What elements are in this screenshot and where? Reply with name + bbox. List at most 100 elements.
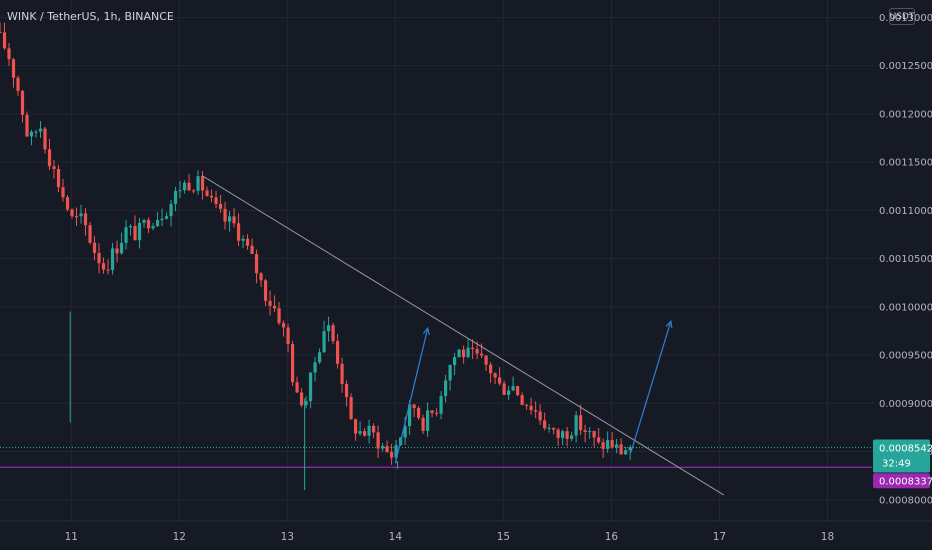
candle-down xyxy=(52,166,56,169)
candle-down xyxy=(480,353,484,356)
candle-down xyxy=(295,382,299,393)
candle-down xyxy=(236,223,241,241)
candle-up xyxy=(628,447,632,451)
candle-down xyxy=(475,348,479,354)
candle-down xyxy=(92,242,97,253)
candle-down xyxy=(552,427,556,430)
candle-up xyxy=(547,427,551,429)
candle-down xyxy=(223,208,227,222)
candle-down xyxy=(7,48,11,60)
candle-up xyxy=(448,365,452,381)
candle-down xyxy=(371,425,376,433)
price-tick-label: 0.0010500 xyxy=(879,254,932,265)
candle-up xyxy=(304,401,308,406)
candle-down xyxy=(412,404,416,409)
candle-down xyxy=(101,263,106,270)
candle-down xyxy=(187,182,191,191)
candle-down xyxy=(534,410,538,412)
candle-up xyxy=(110,248,115,271)
candle-down xyxy=(344,383,349,398)
candle-up xyxy=(403,426,407,438)
candle-down xyxy=(2,32,7,49)
candle-down xyxy=(538,411,542,421)
grid-lines xyxy=(0,0,875,521)
candle-up xyxy=(407,404,412,427)
time-tick-label: 12 xyxy=(173,531,186,543)
time-tick-label: 11 xyxy=(65,531,78,543)
candle-up xyxy=(137,222,142,241)
candle-down xyxy=(349,397,353,420)
current-price-tag: 0.0008542 32:49 xyxy=(873,439,932,473)
price-tick-label: 0.0008000 xyxy=(879,495,932,506)
descending-trendline[interactable] xyxy=(201,175,725,496)
candle-down xyxy=(20,90,25,115)
candle-up xyxy=(367,425,371,436)
candle-down xyxy=(529,405,533,411)
candle-up xyxy=(380,446,385,449)
candle-up xyxy=(466,347,470,358)
candle-down xyxy=(484,355,488,365)
price-tick-label: 0.0012000 xyxy=(879,109,932,120)
candle-down xyxy=(543,420,547,429)
candle-down xyxy=(579,415,583,431)
arrow-shaft xyxy=(394,327,429,464)
current-price-tag-bg xyxy=(873,439,930,473)
candle-down xyxy=(335,341,340,364)
candle-down xyxy=(434,412,439,414)
candle-down xyxy=(56,168,61,188)
candle-up xyxy=(313,362,317,373)
candle-up xyxy=(124,227,128,243)
candle-down xyxy=(259,273,263,281)
time-tick-label: 17 xyxy=(713,531,726,543)
candle-up xyxy=(457,349,461,358)
candle-down xyxy=(47,149,52,167)
price-tick-label: 0.0009000 xyxy=(879,399,932,410)
candle-down xyxy=(619,444,623,455)
candle-up xyxy=(29,131,34,137)
candle-down xyxy=(254,254,259,274)
support-price-tag: 0.0008337 xyxy=(873,473,932,489)
candle-down xyxy=(200,176,205,191)
currency-button[interactable]: USDT xyxy=(889,8,915,25)
candle-down xyxy=(209,195,214,198)
candle-down xyxy=(290,343,295,383)
candle-up xyxy=(128,226,133,228)
candle-down xyxy=(489,364,493,374)
candle-up xyxy=(574,415,578,436)
candle-up xyxy=(453,357,457,366)
candle-down xyxy=(462,349,466,358)
current-price-label: 0.0008542 xyxy=(879,443,932,454)
candle-up xyxy=(317,352,322,363)
price-tick-label: 0.0009500 xyxy=(879,351,932,362)
candle-up xyxy=(142,219,146,223)
price-tick-label: 0.0013000 xyxy=(879,13,932,24)
candle-down xyxy=(0,31,2,33)
arrow-head xyxy=(665,319,673,329)
candle-down xyxy=(11,59,16,78)
candle-down xyxy=(556,429,560,438)
candle-down xyxy=(592,431,596,438)
candle-down xyxy=(376,432,380,449)
candle-up xyxy=(119,242,124,254)
projection-arrow[interactable] xyxy=(630,319,673,453)
candle-down xyxy=(214,197,218,204)
time-tick-label: 16 xyxy=(605,531,619,543)
candle-down xyxy=(597,437,601,443)
candle-down xyxy=(471,347,475,349)
candle-down xyxy=(205,190,209,196)
candle-down xyxy=(272,305,277,309)
projection-arrow[interactable] xyxy=(394,326,430,464)
candle-up xyxy=(394,445,398,458)
support-price-label: 0.0008337 xyxy=(879,476,932,487)
candle-down xyxy=(502,383,506,395)
candle-down xyxy=(146,219,151,229)
candle-down xyxy=(61,187,65,198)
candle-down xyxy=(268,300,272,306)
candle-down xyxy=(25,114,29,137)
candle-up xyxy=(507,390,511,395)
candle-up xyxy=(624,450,628,455)
candle-down xyxy=(340,363,344,384)
candle-up xyxy=(173,190,178,204)
